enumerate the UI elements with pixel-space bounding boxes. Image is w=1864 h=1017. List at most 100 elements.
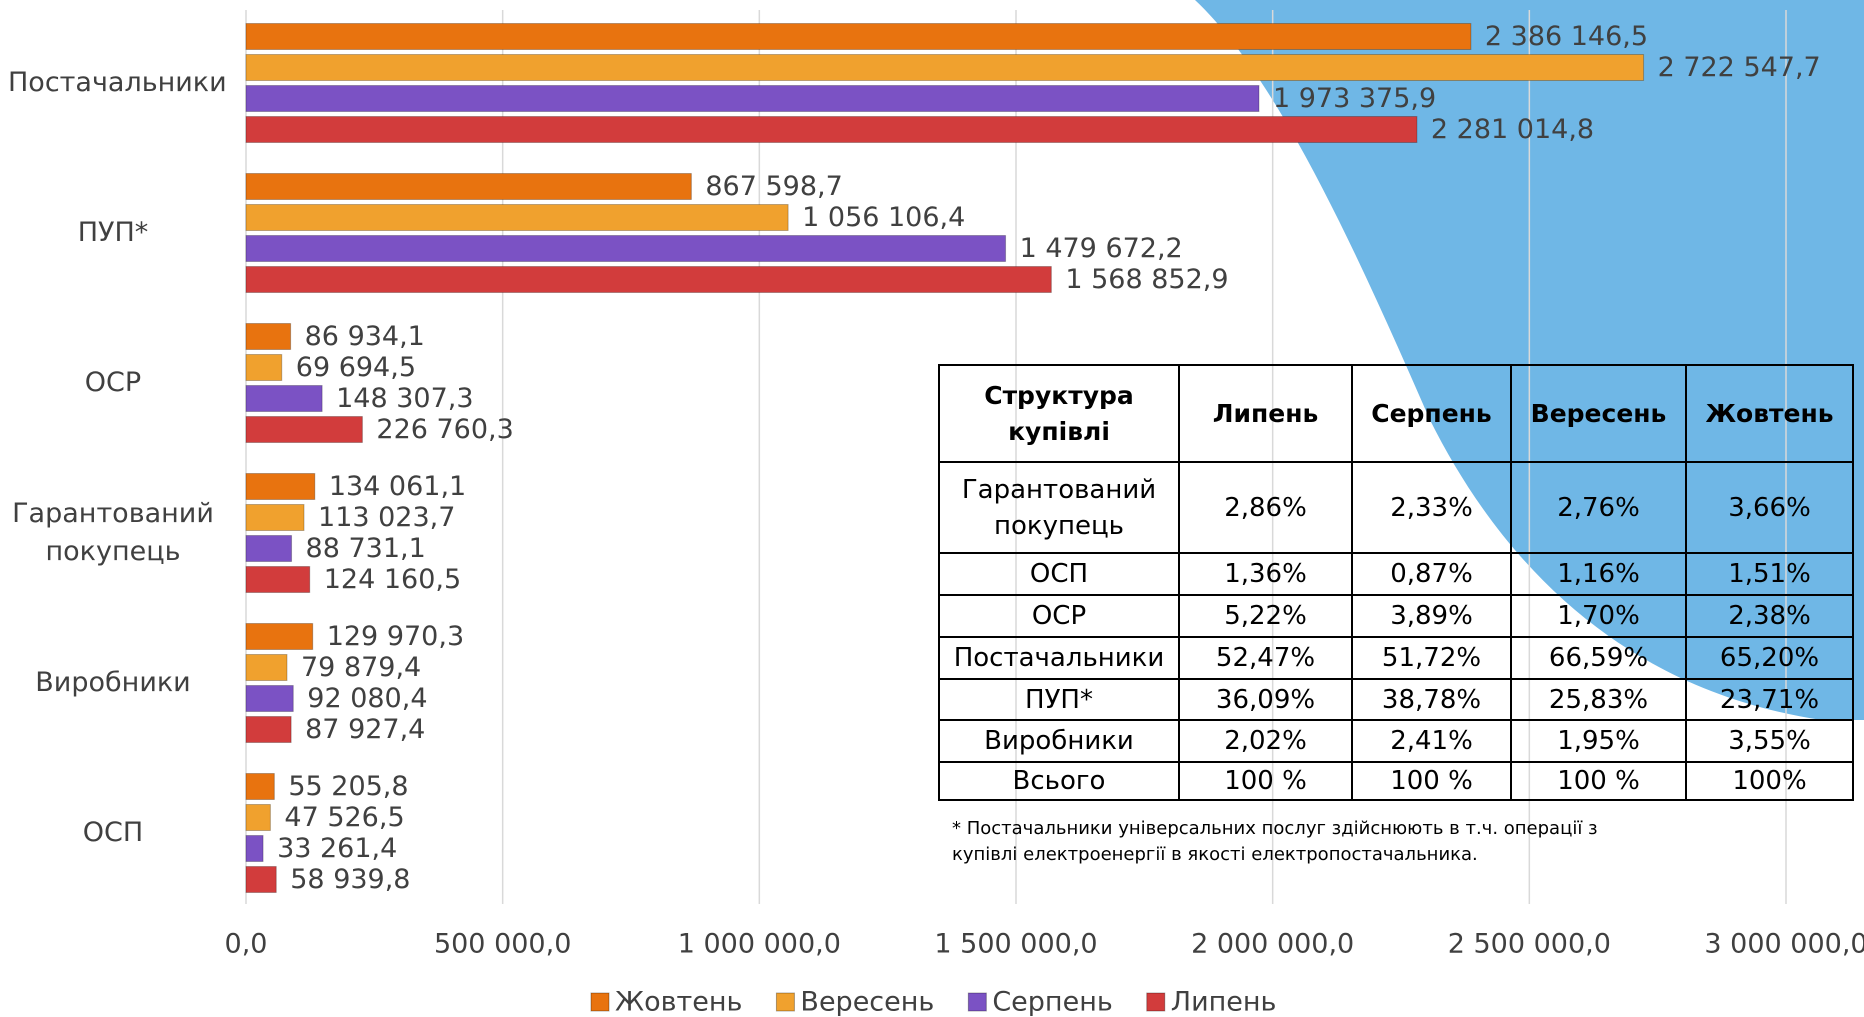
value-label: 134 061,1 — [329, 471, 466, 502]
header-cell: Серпень — [1352, 365, 1511, 462]
legend-label: Вересень — [800, 987, 934, 1017]
table-cell: 100 % — [1179, 762, 1352, 800]
bar — [246, 205, 788, 231]
x-tick-label: 2 000 000,0 — [1191, 929, 1354, 960]
table-cell: 1,70% — [1511, 595, 1686, 637]
bar — [246, 505, 304, 531]
bar — [246, 536, 292, 562]
table-cell: 2,38% — [1686, 595, 1853, 637]
bar — [246, 567, 310, 593]
table-cell: 2,33% — [1352, 462, 1511, 553]
header-cell: Липень — [1179, 365, 1352, 462]
value-label: 113 023,7 — [318, 502, 455, 533]
table-cell: Гарантований покупець — [939, 462, 1179, 553]
header-cell: Вересень — [1511, 365, 1686, 462]
table-row: ПУП*36,09%38,78%25,83%23,71% — [939, 679, 1853, 720]
table-cell: 3,55% — [1686, 720, 1853, 762]
value-label: 47 526,5 — [284, 802, 404, 833]
x-tick-label: 1 500 000,0 — [934, 929, 1097, 960]
bar — [246, 55, 1644, 81]
bar — [246, 474, 315, 500]
value-label: 148 307,3 — [336, 383, 473, 414]
bar — [246, 686, 293, 712]
value-label: 124 160,5 — [324, 564, 461, 595]
value-label: 226 760,3 — [376, 414, 513, 445]
category-label: ОСР — [8, 364, 218, 402]
table-cell: 0,87% — [1352, 553, 1511, 595]
page: 0,0 500 000,0 1 000 000,0 1 500 000,0 2 000 … — [0, 0, 1864, 1017]
x-tick-label: 1 000 000,0 — [678, 929, 841, 960]
table-cell: 66,59% — [1511, 637, 1686, 679]
value-label: 87 927,4 — [305, 714, 425, 745]
table-cell: 2,76% — [1511, 462, 1686, 553]
category-label: Гарантований покупець — [8, 495, 218, 571]
category-label: ПУП* — [8, 214, 218, 252]
bar — [246, 624, 313, 650]
category-label: Виробники — [8, 664, 218, 702]
value-label: 1 568 852,9 — [1065, 264, 1228, 295]
table-cell: 2,02% — [1179, 720, 1352, 762]
table-cell: 100 % — [1352, 762, 1511, 800]
value-label: 1 479 672,2 — [1020, 233, 1183, 264]
table-cell: 65,20% — [1686, 637, 1853, 679]
table-cell: 3,89% — [1352, 595, 1511, 637]
value-label: 88 731,1 — [306, 533, 426, 564]
table-cell: 23,71% — [1686, 679, 1853, 720]
bar — [246, 174, 691, 200]
x-tick-label: 2 500 000,0 — [1448, 929, 1611, 960]
value-label: 1 973 375,9 — [1273, 83, 1436, 114]
value-label: 129 970,3 — [327, 621, 464, 652]
bar — [246, 655, 287, 681]
value-label: 2 722 547,7 — [1658, 52, 1821, 83]
footnote: * Постачальники універсальних послуг зді… — [952, 816, 1652, 868]
bar — [246, 717, 291, 743]
value-label: 79 879,4 — [301, 652, 421, 683]
value-label: 58 939,8 — [290, 864, 410, 895]
table-cell: 3,66% — [1686, 462, 1853, 553]
value-label: 2 281 014,8 — [1431, 114, 1594, 145]
bar — [246, 236, 1006, 262]
legend-label: Липень — [1171, 987, 1277, 1017]
x-tick-label: 3 000 000,0 — [1704, 929, 1864, 960]
bar — [246, 386, 322, 412]
table-cell: 25,83% — [1511, 679, 1686, 720]
table-cell: 51,72% — [1352, 637, 1511, 679]
legend-marker — [776, 993, 794, 1011]
bar — [246, 267, 1051, 293]
bar — [246, 836, 263, 862]
table-cell: ОСР — [939, 595, 1179, 637]
table-cell: Виробники — [939, 720, 1179, 762]
table-cell: 100% — [1686, 762, 1853, 800]
value-label: 2 386 146,5 — [1485, 21, 1648, 52]
table-cell: 38,78% — [1352, 679, 1511, 720]
table-cell: 36,09% — [1179, 679, 1352, 720]
bar — [246, 86, 1259, 112]
table-cell: 1,95% — [1511, 720, 1686, 762]
x-tick-label: 0,0 — [225, 929, 268, 960]
table-cell: 1,51% — [1686, 553, 1853, 595]
table-cell: 100 % — [1511, 762, 1686, 800]
header-cell: Структура купівлі — [939, 365, 1179, 462]
legend-marker — [1147, 993, 1165, 1011]
table-cell: 5,22% — [1179, 595, 1352, 637]
value-label: 55 205,8 — [288, 771, 408, 802]
bar — [246, 805, 270, 831]
table-cell: 2,41% — [1352, 720, 1511, 762]
category-label: ОСП — [8, 814, 218, 852]
bar — [246, 774, 274, 800]
header-cell: Жовтень — [1686, 365, 1853, 462]
value-label: 1 056 106,4 — [802, 202, 965, 233]
legend-label: Серпень — [992, 987, 1112, 1017]
legend-marker — [591, 993, 609, 1011]
table-cell: ПУП* — [939, 679, 1179, 720]
table-cell: ОСП — [939, 553, 1179, 595]
x-tick-label: 500 000,0 — [434, 929, 571, 960]
